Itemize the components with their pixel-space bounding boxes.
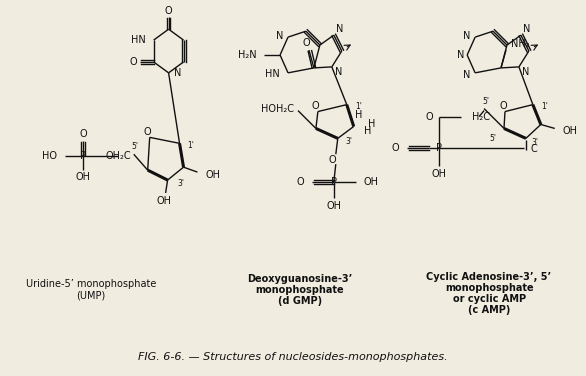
Text: OH: OH xyxy=(563,126,578,136)
Text: HOH₂C: HOH₂C xyxy=(261,104,294,114)
Text: O: O xyxy=(499,101,507,111)
Text: N: N xyxy=(463,70,470,80)
Text: 1': 1' xyxy=(188,141,195,150)
Text: OH: OH xyxy=(432,169,447,179)
Text: H: H xyxy=(364,126,371,136)
Text: 5': 5' xyxy=(131,142,138,151)
Text: H₂N: H₂N xyxy=(237,50,256,60)
Text: O: O xyxy=(79,129,87,139)
Text: OH₂C: OH₂C xyxy=(105,151,131,161)
Text: 3': 3' xyxy=(532,138,539,147)
Text: or cyclic AMP: or cyclic AMP xyxy=(452,294,526,304)
Text: 3': 3' xyxy=(178,179,185,188)
Text: monophosphate: monophosphate xyxy=(445,283,533,293)
Text: NH₂: NH₂ xyxy=(511,39,530,49)
Text: O: O xyxy=(144,127,152,137)
Text: P: P xyxy=(331,177,337,187)
Text: N: N xyxy=(335,67,342,77)
Text: (UMP): (UMP) xyxy=(76,290,105,300)
Text: O: O xyxy=(311,101,319,111)
Text: P: P xyxy=(80,151,86,161)
Text: OH: OH xyxy=(364,177,379,187)
Text: N: N xyxy=(173,68,181,78)
Text: O: O xyxy=(297,177,304,187)
Text: —: — xyxy=(90,151,100,161)
Text: N: N xyxy=(336,24,343,34)
Text: 1': 1' xyxy=(355,102,362,111)
Text: O: O xyxy=(425,112,433,121)
Text: H: H xyxy=(367,120,375,129)
Text: 5': 5' xyxy=(483,97,489,106)
Text: O: O xyxy=(302,38,310,48)
Text: —: — xyxy=(104,151,114,161)
Text: O: O xyxy=(130,57,138,67)
Text: Cyclic Adenosine-3’, 5’: Cyclic Adenosine-3’, 5’ xyxy=(427,272,551,282)
Text: 3': 3' xyxy=(346,137,353,146)
Text: O: O xyxy=(328,155,336,165)
Text: OH: OH xyxy=(326,201,341,211)
Text: 1': 1' xyxy=(541,102,548,111)
Text: N: N xyxy=(463,31,470,41)
Text: (c AMP): (c AMP) xyxy=(468,305,510,315)
Text: (d GMP): (d GMP) xyxy=(278,296,322,306)
Text: C: C xyxy=(531,144,537,154)
Text: monophosphate: monophosphate xyxy=(255,285,345,295)
Text: OH: OH xyxy=(206,170,220,180)
Text: HN: HN xyxy=(265,69,280,79)
Text: H: H xyxy=(355,109,362,120)
Text: FIG. 6-6. — Structures of nucleosides-monophosphates.: FIG. 6-6. — Structures of nucleosides-mo… xyxy=(138,352,448,362)
Text: P: P xyxy=(437,143,442,153)
Text: N: N xyxy=(522,67,529,77)
Text: 5': 5' xyxy=(489,134,496,143)
Text: H₂C: H₂C xyxy=(472,112,490,121)
Text: HO: HO xyxy=(42,151,57,161)
Text: N: N xyxy=(457,50,464,60)
Text: HN: HN xyxy=(131,35,146,45)
Text: O: O xyxy=(165,6,172,16)
Text: Deoxyguanosine-3’: Deoxyguanosine-3’ xyxy=(247,274,353,284)
Text: OH: OH xyxy=(156,196,171,206)
Text: N: N xyxy=(275,31,283,41)
Text: Uridine-5’ monophosphate: Uridine-5’ monophosphate xyxy=(26,279,156,289)
Text: N: N xyxy=(523,24,530,34)
Text: O: O xyxy=(392,143,400,153)
Text: OH: OH xyxy=(76,172,90,182)
